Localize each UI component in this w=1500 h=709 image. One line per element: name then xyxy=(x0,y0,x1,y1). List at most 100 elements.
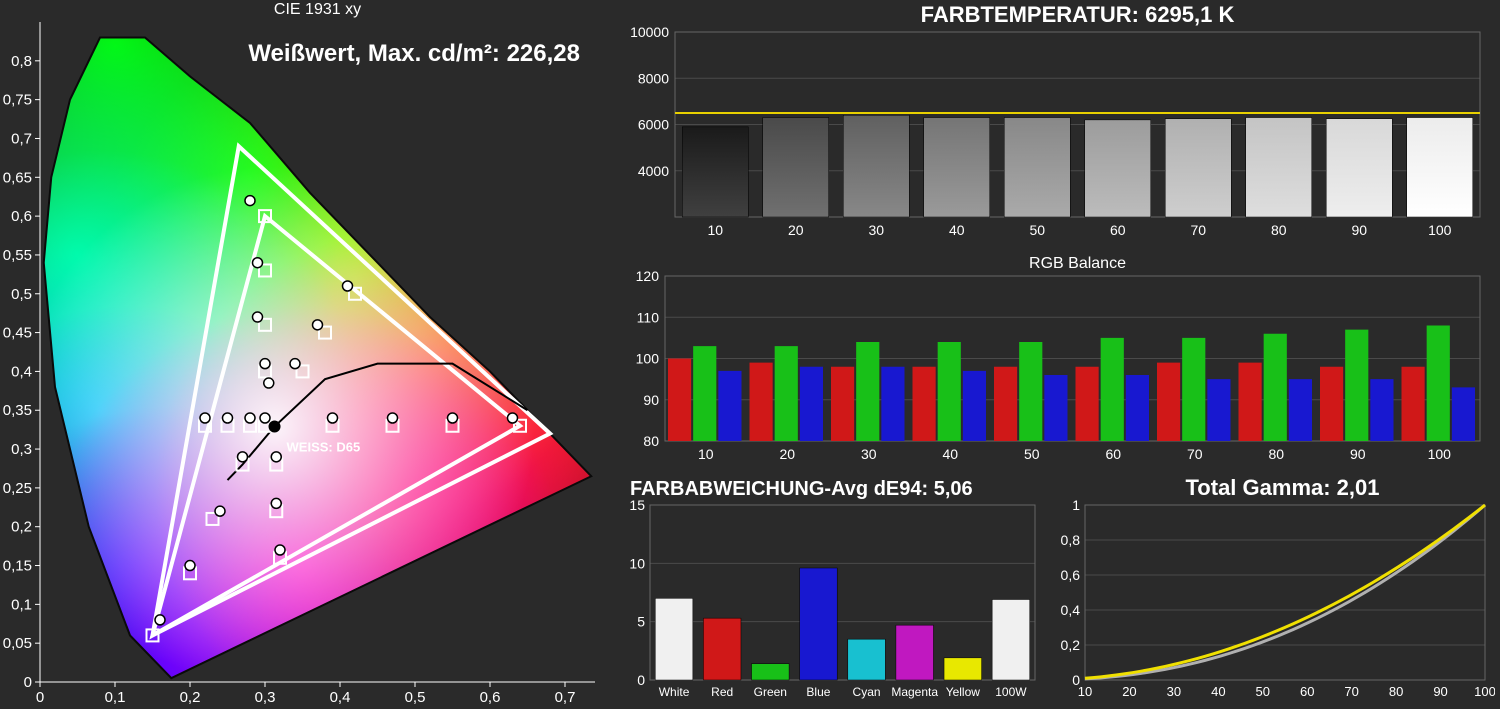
svg-text:0,05: 0,05 xyxy=(3,635,32,652)
svg-text:5: 5 xyxy=(637,614,645,630)
colortemp-bar xyxy=(1246,118,1312,217)
svg-text:100: 100 xyxy=(1428,222,1452,238)
measured-circle xyxy=(245,196,255,206)
rgb-bar xyxy=(668,359,691,442)
svg-text:50: 50 xyxy=(1024,446,1040,462)
svg-text:50: 50 xyxy=(1029,222,1045,238)
svg-text:0,55: 0,55 xyxy=(3,247,32,264)
svg-text:0,2: 0,2 xyxy=(180,689,201,706)
svg-text:White: White xyxy=(659,685,690,699)
svg-text:10: 10 xyxy=(629,555,645,571)
rgb-bar xyxy=(1289,379,1312,441)
de94-bar xyxy=(703,618,741,680)
rgb-bar xyxy=(963,371,986,441)
svg-text:90: 90 xyxy=(1350,446,1366,462)
svg-text:30: 30 xyxy=(861,446,877,462)
measured-circle xyxy=(388,413,398,423)
colortemp-bar xyxy=(1326,119,1392,217)
svg-text:0,35: 0,35 xyxy=(3,402,32,419)
svg-text:40: 40 xyxy=(1211,684,1225,699)
svg-text:70: 70 xyxy=(1344,684,1358,699)
svg-text:0,25: 0,25 xyxy=(3,480,32,497)
de94-bar xyxy=(848,639,886,680)
svg-text:10000: 10000 xyxy=(630,24,669,40)
rgb-balance-chart: RGB Balance80901001101201020304050607080… xyxy=(625,252,1490,467)
svg-text:100W: 100W xyxy=(995,685,1027,699)
gamma-title: Total Gamma: 2,01 xyxy=(1186,475,1380,500)
svg-text:90: 90 xyxy=(1351,222,1367,238)
measured-circle xyxy=(155,615,165,625)
rgb-bar xyxy=(693,346,716,441)
svg-text:Red: Red xyxy=(711,685,733,699)
svg-text:20: 20 xyxy=(788,222,804,238)
svg-text:40: 40 xyxy=(942,446,958,462)
measured-circle xyxy=(253,312,263,322)
measured-circle xyxy=(271,452,281,462)
svg-text:0,6: 0,6 xyxy=(1061,567,1081,583)
colortemp-bar xyxy=(682,127,748,217)
cie-whitepoint-label: Weißwert, Max. cd/m²: 226,28 xyxy=(248,40,580,67)
svg-text:10: 10 xyxy=(707,222,723,238)
measured-circle xyxy=(260,413,270,423)
svg-text:0,4: 0,4 xyxy=(11,363,32,380)
svg-text:0,7: 0,7 xyxy=(555,689,576,706)
svg-text:40: 40 xyxy=(949,222,965,238)
svg-text:6000: 6000 xyxy=(638,117,669,133)
rgb-bar xyxy=(1019,342,1042,441)
svg-text:Blue: Blue xyxy=(806,685,830,699)
gamma-chart: Total Gamma: 2,0100,20,40,60,81102030405… xyxy=(1050,475,1495,705)
rgb-bar xyxy=(1207,379,1230,441)
rgb-bar xyxy=(994,367,1017,441)
svg-text:0,3: 0,3 xyxy=(11,441,32,458)
d65-point xyxy=(269,421,281,433)
de94-bar xyxy=(800,568,838,680)
svg-text:100: 100 xyxy=(1428,446,1452,462)
rgb-bar xyxy=(1452,387,1475,441)
svg-text:0,6: 0,6 xyxy=(480,689,501,706)
svg-text:0,2: 0,2 xyxy=(1061,637,1081,653)
color-temperature-chart: FARBTEMPERATUR: 6295,1 K4000600080001000… xyxy=(625,0,1490,245)
svg-text:80: 80 xyxy=(1389,684,1403,699)
svg-text:70: 70 xyxy=(1190,222,1206,238)
rgb-bar xyxy=(881,367,904,441)
svg-text:Cyan: Cyan xyxy=(853,685,881,699)
cie-chromaticity-diagram: CIE 1931 xy00,10,20,30,40,50,60,700,050,… xyxy=(0,0,615,709)
svg-text:0,2: 0,2 xyxy=(11,519,32,536)
colortemp-bar xyxy=(1085,120,1151,217)
colortemp-bar xyxy=(763,118,829,217)
svg-text:Green: Green xyxy=(754,685,787,699)
rgb-bar xyxy=(938,342,961,441)
svg-text:Magenta: Magenta xyxy=(891,685,938,699)
rgb-bar xyxy=(1239,363,1262,441)
svg-text:1: 1 xyxy=(1072,497,1080,513)
measured-circle xyxy=(448,413,458,423)
measured-circle xyxy=(238,452,248,462)
svg-text:0,4: 0,4 xyxy=(1061,602,1081,618)
svg-text:20: 20 xyxy=(1122,684,1136,699)
rgb-bar xyxy=(856,342,879,441)
svg-text:0,75: 0,75 xyxy=(3,92,32,109)
svg-text:80: 80 xyxy=(643,433,659,449)
measured-circle xyxy=(253,258,263,268)
svg-text:0: 0 xyxy=(637,672,645,688)
rgb-bar xyxy=(1402,367,1425,441)
de94-bar xyxy=(896,625,934,680)
svg-text:60: 60 xyxy=(1110,222,1126,238)
svg-text:30: 30 xyxy=(868,222,884,238)
colortemp-bar xyxy=(1165,119,1231,217)
measured-circle xyxy=(290,359,300,369)
svg-text:0,4: 0,4 xyxy=(330,689,351,706)
rgb-bar xyxy=(775,346,798,441)
svg-text:0,45: 0,45 xyxy=(3,325,32,342)
rgb-bar xyxy=(1182,338,1205,441)
svg-text:0: 0 xyxy=(36,689,44,706)
measured-circle xyxy=(245,413,255,423)
measured-circle xyxy=(313,320,323,330)
rgb-bar xyxy=(1126,375,1149,441)
rgb-bar xyxy=(913,367,936,441)
measured-circle xyxy=(264,378,274,388)
colortemp-bar xyxy=(924,118,990,217)
svg-text:0,1: 0,1 xyxy=(11,596,32,613)
rgb-bar xyxy=(1320,367,1343,441)
measured-circle xyxy=(271,498,281,508)
